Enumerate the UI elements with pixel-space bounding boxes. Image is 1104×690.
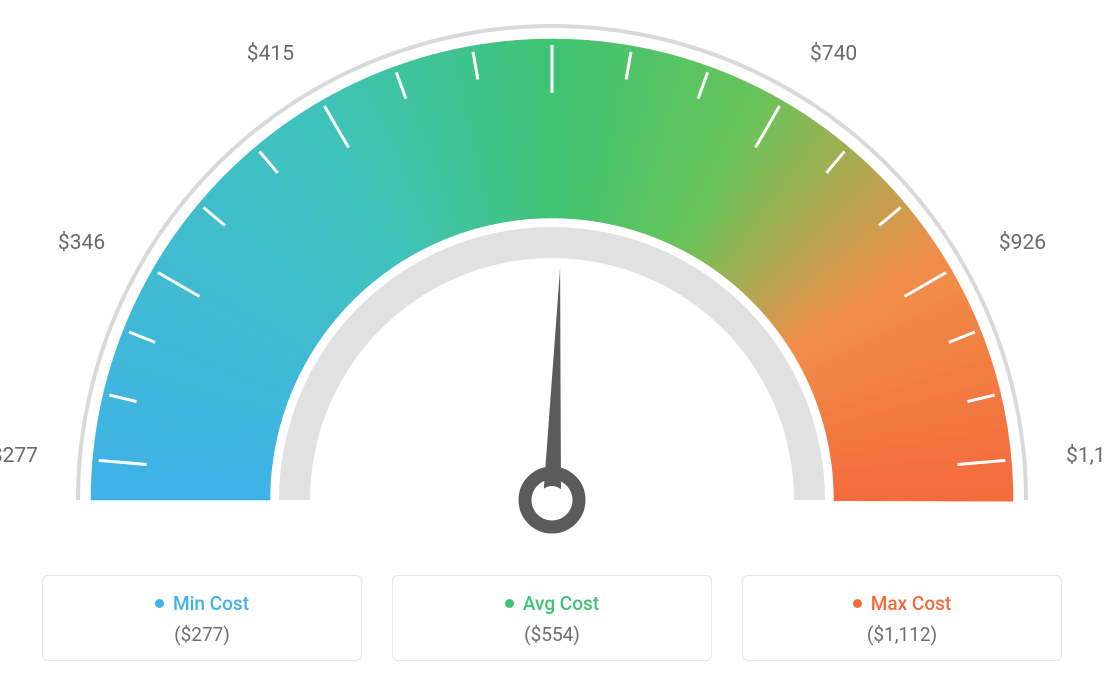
legend-title-avg: Avg Cost xyxy=(505,592,599,615)
svg-text:$346: $346 xyxy=(58,231,105,255)
gauge-chart: $277$346$415$554$740$926$1,112 xyxy=(0,0,1104,560)
legend-value-avg: ($554) xyxy=(403,623,701,646)
legend-dot-min xyxy=(155,599,164,608)
legend-label-max: Max Cost xyxy=(871,592,951,615)
svg-text:$277: $277 xyxy=(0,444,38,468)
svg-text:$926: $926 xyxy=(999,231,1046,255)
legend-dot-max xyxy=(853,599,862,608)
legend-card-max: Max Cost ($1,112) xyxy=(742,575,1062,661)
legend-title-max: Max Cost xyxy=(853,592,951,615)
legend-card-min: Min Cost ($277) xyxy=(42,575,362,661)
legend-label-min: Min Cost xyxy=(173,592,249,615)
legend-label-avg: Avg Cost xyxy=(523,592,599,615)
svg-text:$415: $415 xyxy=(247,42,294,66)
svg-text:$740: $740 xyxy=(810,42,857,66)
legend-value-max: ($1,112) xyxy=(753,623,1051,646)
legend-title-min: Min Cost xyxy=(155,592,249,615)
legend-card-avg: Avg Cost ($554) xyxy=(392,575,712,661)
legend-dot-avg xyxy=(505,599,514,608)
gauge-svg: $277$346$415$554$740$926$1,112 xyxy=(0,0,1104,560)
legend-value-min: ($277) xyxy=(53,623,351,646)
legend-row: Min Cost ($277) Avg Cost ($554) Max Cost… xyxy=(0,575,1104,661)
svg-text:$1,112: $1,112 xyxy=(1066,444,1104,468)
